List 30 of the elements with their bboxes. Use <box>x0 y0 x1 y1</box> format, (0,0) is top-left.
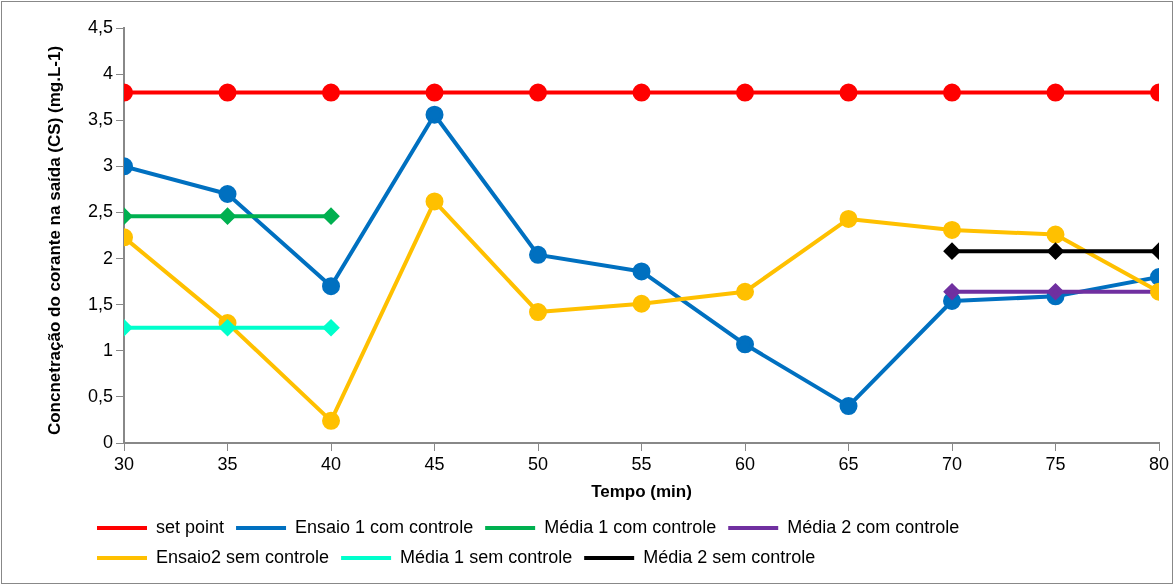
y-tick-label: 0 <box>103 431 114 452</box>
x-tick-label: 45 <box>424 453 445 474</box>
x-tick-label: 55 <box>631 453 652 474</box>
legend-label: Média 1 com controle <box>544 516 717 537</box>
y-tick-label: 4 <box>103 63 114 84</box>
y-axis-title: Concnetração do corante na saída (CS) (mg.L-1) <box>44 45 64 436</box>
x-tick-label: 30 <box>114 453 135 474</box>
legend-label: Ensaio2 sem controle <box>156 546 330 567</box>
y-tick-label: 1,5 <box>87 293 114 314</box>
x-tick-label: 40 <box>321 453 342 474</box>
x-tick-label: 35 <box>217 453 238 474</box>
x-tick-label: 65 <box>838 453 859 474</box>
y-tick-label: 1 <box>103 339 114 360</box>
x-tick-label: 80 <box>1148 453 1170 474</box>
legend-label: Média 1 sem controle <box>400 546 573 567</box>
legend-label: set point <box>156 516 225 537</box>
y-tick-label: 3,5 <box>87 109 114 130</box>
x-tick-label: 50 <box>528 453 549 474</box>
y-tick-label: 3 <box>103 155 114 176</box>
y-tick-label: 0,5 <box>87 385 114 406</box>
y-tick-label: 4,5 <box>87 16 114 37</box>
legend-label: Média 2 com controle <box>787 516 960 537</box>
x-tick-label: 70 <box>941 453 963 474</box>
x-axis-title: Tempo (min) <box>591 482 692 502</box>
x-tick-label: 60 <box>734 453 756 474</box>
x-tick-label: 75 <box>1045 453 1066 474</box>
y-tick-label: 2 <box>103 247 114 268</box>
legend-label: Média 2 sem controle <box>643 546 816 567</box>
legend-label: Ensaio 1 com controle <box>295 516 474 537</box>
y-tick-label: 2,5 <box>87 201 114 222</box>
